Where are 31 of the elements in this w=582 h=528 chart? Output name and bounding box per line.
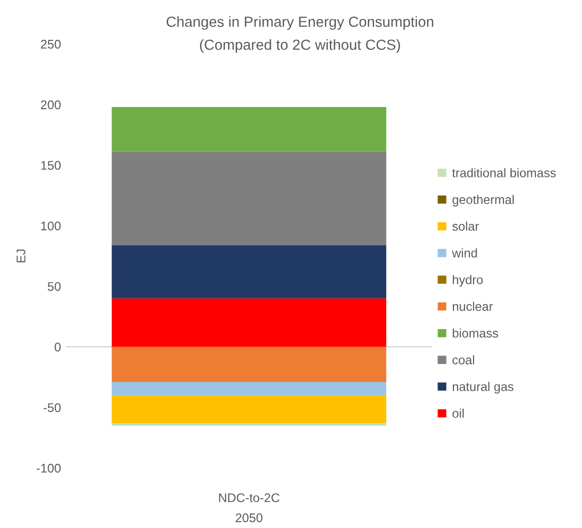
bar [112, 382, 386, 396]
y-axis-title: EJ [16, 250, 26, 262]
legend-label: biomass [452, 328, 498, 338]
legend-label: oil [452, 408, 464, 418]
legend-label: natural gas [452, 382, 514, 394]
legend-label: nuclear [452, 302, 493, 311]
bar [112, 346, 386, 382]
legend-label: traditional biomass [452, 168, 556, 178]
legend-label: wind [452, 248, 477, 258]
x-axis-title: 2050 [236, 513, 262, 522]
legend-label: hydro [452, 275, 483, 287]
y-tick-label: 200 [40, 100, 61, 110]
bar [112, 395, 386, 424]
legend-label: coal [452, 355, 474, 364]
chart-subtitle: (Compared to 2C without CCS) [200, 39, 400, 53]
y-tick-label: 100 [41, 222, 61, 230]
y-tick-label: 0 [54, 342, 61, 352]
bar [112, 152, 386, 246]
bar [112, 423, 386, 426]
y-tick-label: 50 [48, 282, 61, 291]
legend-label: solar [452, 222, 479, 231]
bar [112, 298, 386, 347]
y-tick-label: 250 [40, 40, 61, 49]
y-tick-label: 150 [41, 160, 61, 170]
legend-label: geothermal [452, 194, 514, 207]
bar [112, 106, 386, 152]
y-tick-label: -100 [36, 464, 61, 473]
x-tick-label: NDC-to-2C [219, 493, 280, 502]
chart-title: Changes in Primary Energy Consumption [166, 16, 434, 30]
y-tick-label: -50 [44, 403, 61, 412]
bar [112, 245, 386, 298]
